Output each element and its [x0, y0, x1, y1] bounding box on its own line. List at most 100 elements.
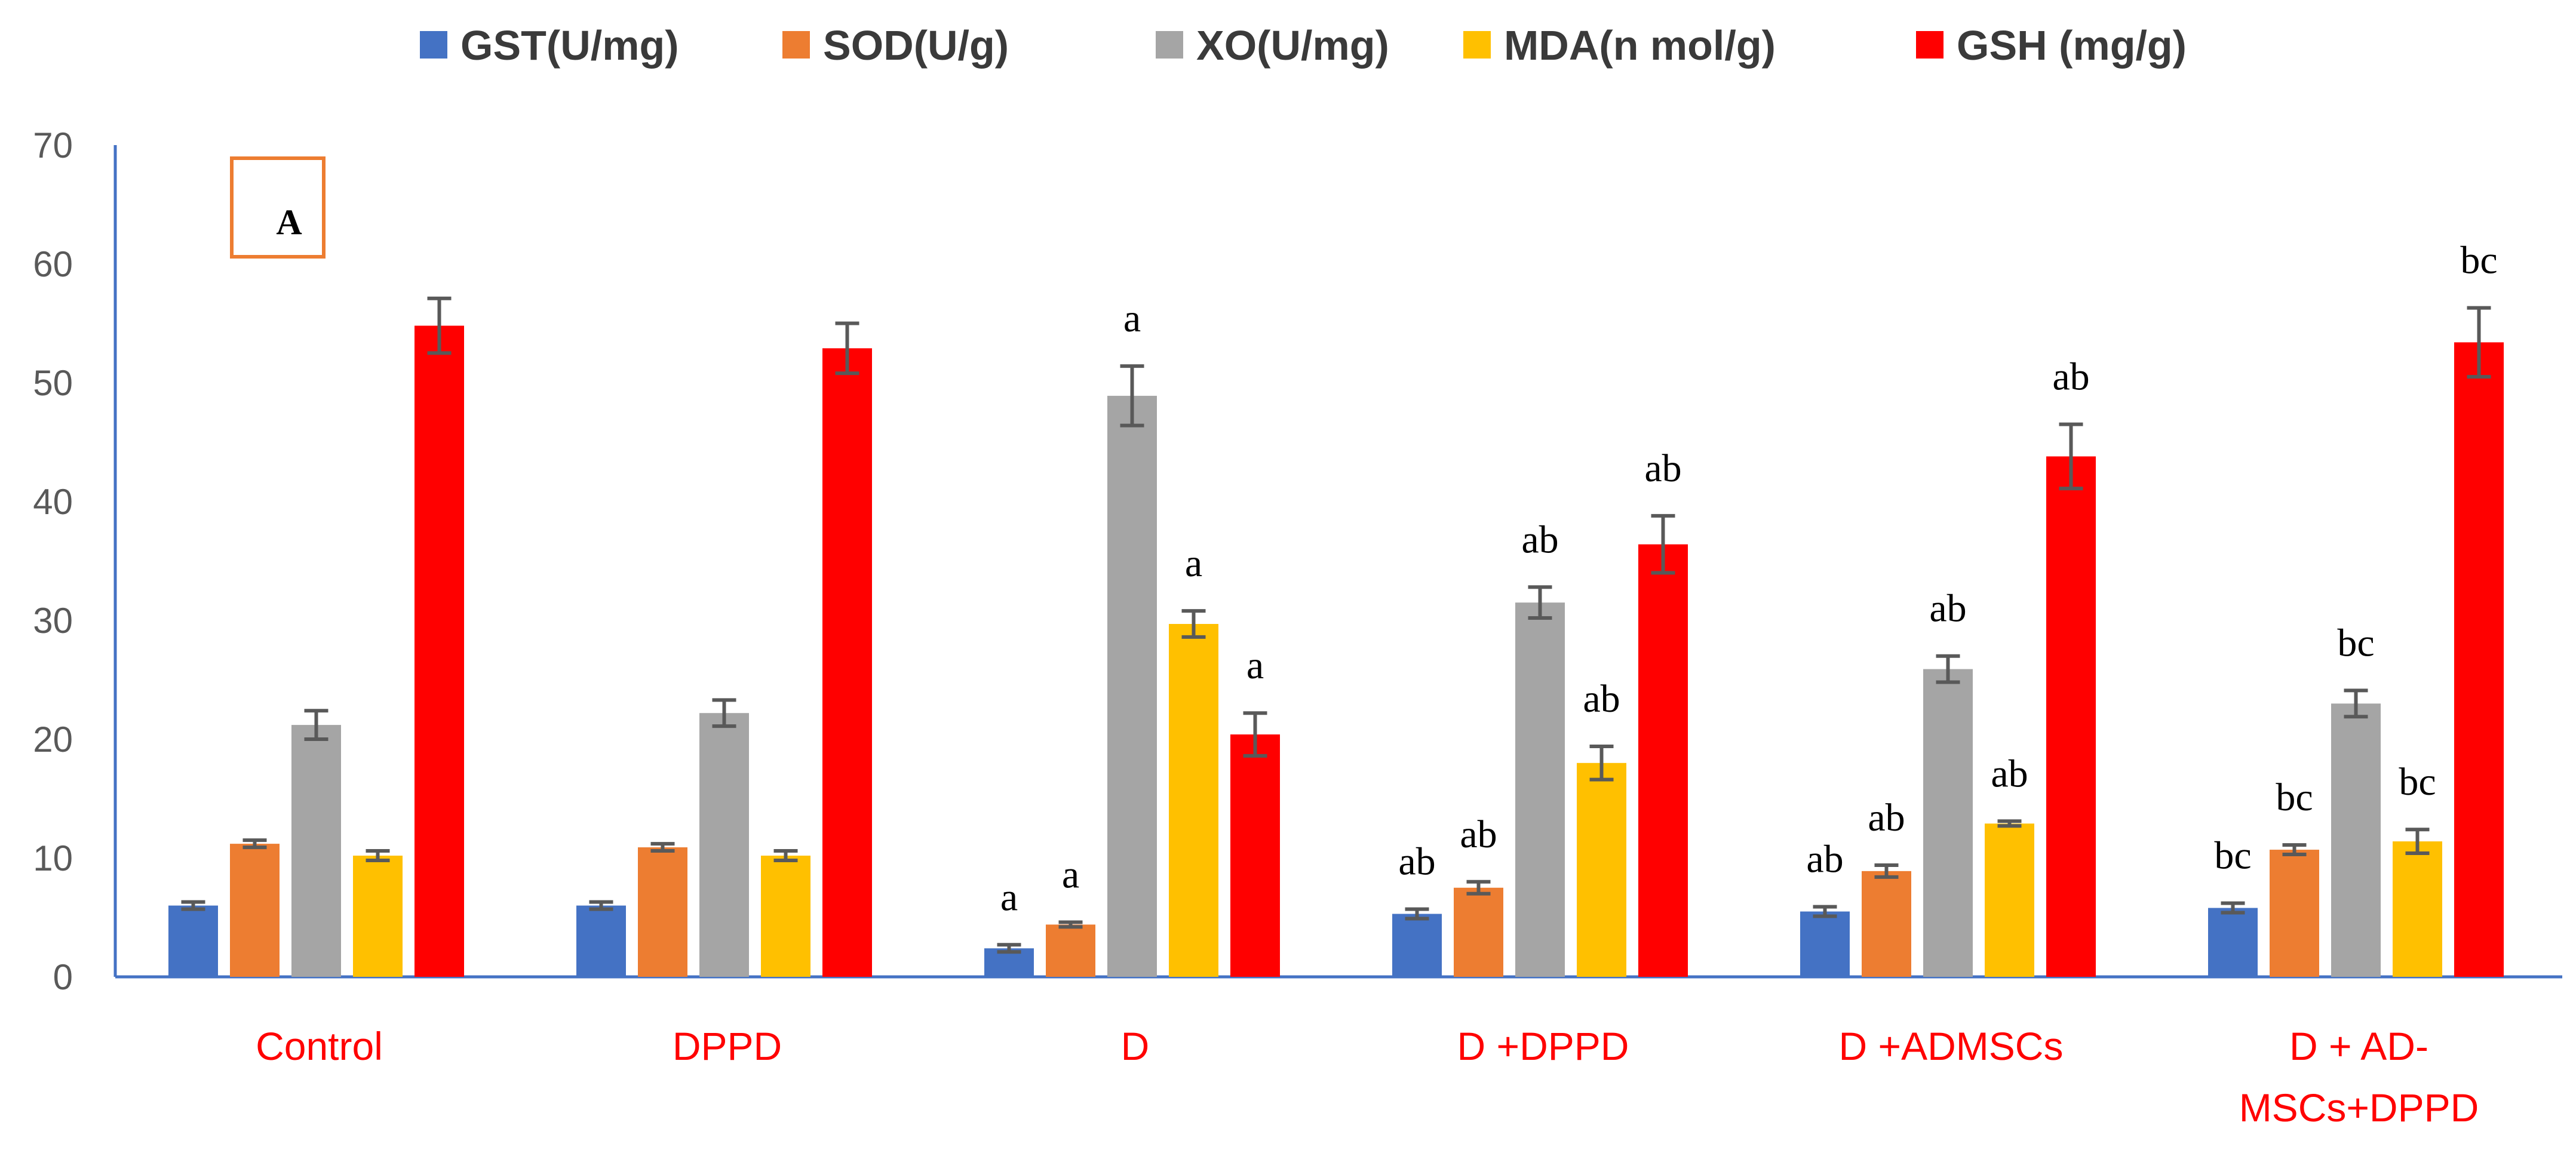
error-bar: [650, 842, 675, 853]
x-category-label: MSCs+DPPD: [2239, 1086, 2479, 1130]
x-category-label: Control: [256, 1024, 383, 1068]
legend-label-gsh: GSH (mg/g): [1957, 22, 2187, 69]
significance-label: a: [1123, 297, 1141, 340]
significance-label: ab: [1806, 838, 1843, 881]
significance-label: bc: [2214, 834, 2251, 878]
legend-swatch-sod: [782, 31, 810, 59]
significance-label: ab: [1521, 518, 1558, 561]
bar-gst: [168, 905, 218, 977]
bar-mda: [1169, 623, 1218, 977]
y-tick-label: 0: [53, 957, 73, 997]
legend-swatch-gsh: [1916, 31, 1943, 59]
significance-label: ab: [1583, 677, 1620, 721]
error-bar: [1997, 819, 2022, 828]
error-bar: [2344, 688, 2368, 719]
error-bar: [366, 849, 390, 862]
error-bar: [2405, 828, 2430, 856]
significance-label: ab: [1929, 587, 1966, 631]
error-bar: [1466, 880, 1491, 896]
error-bar: [1058, 920, 1083, 929]
legend-swatch-xo: [1156, 31, 1183, 59]
bar-gsh: [415, 325, 464, 977]
panel-label-box: A: [230, 156, 326, 259]
error-bar: [589, 900, 613, 911]
y-tick-label: 30: [33, 601, 73, 641]
error-bar: [835, 321, 859, 376]
bar-xo: [1515, 602, 1565, 977]
x-category-label: D +DPPD: [1457, 1024, 1629, 1068]
significance-label: a: [1185, 542, 1202, 585]
legend-swatch-mda: [1463, 31, 1491, 59]
panel-label: A: [276, 202, 302, 242]
error-bar: [2467, 306, 2491, 379]
x-category-label: D: [1121, 1024, 1150, 1068]
significance-label: bc: [2460, 239, 2497, 282]
error-bar: [1528, 585, 1552, 620]
error-bar: [1243, 711, 1267, 758]
error-bar: [2221, 901, 2245, 915]
bar-xo: [2331, 703, 2381, 977]
bar-gsh: [2454, 342, 2504, 977]
bar-mda: [761, 856, 810, 977]
error-bar: [1651, 513, 1675, 575]
legend-label-gst: GST(U/mg): [460, 22, 679, 69]
error-bar: [181, 900, 205, 911]
error-bar: [2059, 422, 2083, 491]
bar-mda: [1985, 823, 2034, 977]
significance-label: ab: [1991, 752, 2028, 795]
error-bar: [1589, 744, 1614, 782]
x-category-label: D + AD-: [2289, 1024, 2428, 1068]
legend: GST(U/mg) SOD(U/g) XO(U/mg) MDA(n mol/g) GSH…: [420, 22, 2187, 69]
y-tick-label: 20: [33, 719, 73, 760]
error-bar: [304, 709, 328, 741]
bar-sod: [1862, 871, 1911, 977]
legend-label-sod: SOD(U/g): [823, 22, 1009, 69]
bar-gst: [1392, 914, 1442, 977]
error-bar: [1813, 905, 1837, 918]
bar-sod: [1046, 924, 1095, 977]
bar-gst: [576, 905, 626, 977]
significance-label: ab: [1644, 447, 1681, 490]
significance-label: a: [1246, 644, 1264, 687]
bar-gsh: [822, 348, 872, 977]
bar-sod: [1454, 887, 1503, 977]
error-bar: [242, 838, 267, 850]
significance-label: ab: [2052, 355, 2089, 399]
error-bar: [712, 698, 736, 728]
bar-xo: [699, 713, 749, 977]
error-bar: [997, 943, 1021, 954]
bar-sod: [2270, 850, 2319, 977]
significance-label: a: [1000, 875, 1018, 919]
bar-mda: [1577, 762, 1626, 977]
bar-mda: [2393, 841, 2442, 977]
bar-xo: [1923, 669, 1973, 977]
error-bar: [2282, 843, 2307, 857]
significance-label: bc: [2337, 621, 2374, 665]
significance-label: bc: [2399, 760, 2436, 804]
bar-sod: [638, 847, 687, 977]
error-bar: [1120, 364, 1144, 428]
x-category-label: DPPD: [673, 1024, 782, 1068]
y-tick-label: 70: [33, 125, 73, 165]
significance-label: ab: [1868, 796, 1905, 840]
bar-gsh: [1638, 544, 1688, 977]
error-bar: [1936, 654, 1960, 684]
bar-gst: [2208, 908, 2258, 977]
y-tick-label: 50: [33, 363, 73, 403]
error-bar: [427, 296, 452, 355]
bars: [168, 296, 2504, 977]
legend-label-xo: XO(U/mg): [1196, 22, 1389, 69]
legend-swatch-gst: [420, 31, 447, 59]
legend-label-mda: MDA(n mol/g): [1504, 22, 1776, 69]
error-bar: [1874, 863, 1899, 879]
bar-gst: [1800, 911, 1850, 977]
bar-gsh: [2046, 456, 2096, 977]
bar-gsh: [1230, 734, 1280, 977]
bar-sod: [230, 844, 280, 977]
bar-mda: [353, 856, 403, 977]
bar-xo: [1107, 395, 1157, 977]
significance-label: a: [1062, 853, 1079, 896]
significance-label: bc: [2276, 776, 2313, 819]
